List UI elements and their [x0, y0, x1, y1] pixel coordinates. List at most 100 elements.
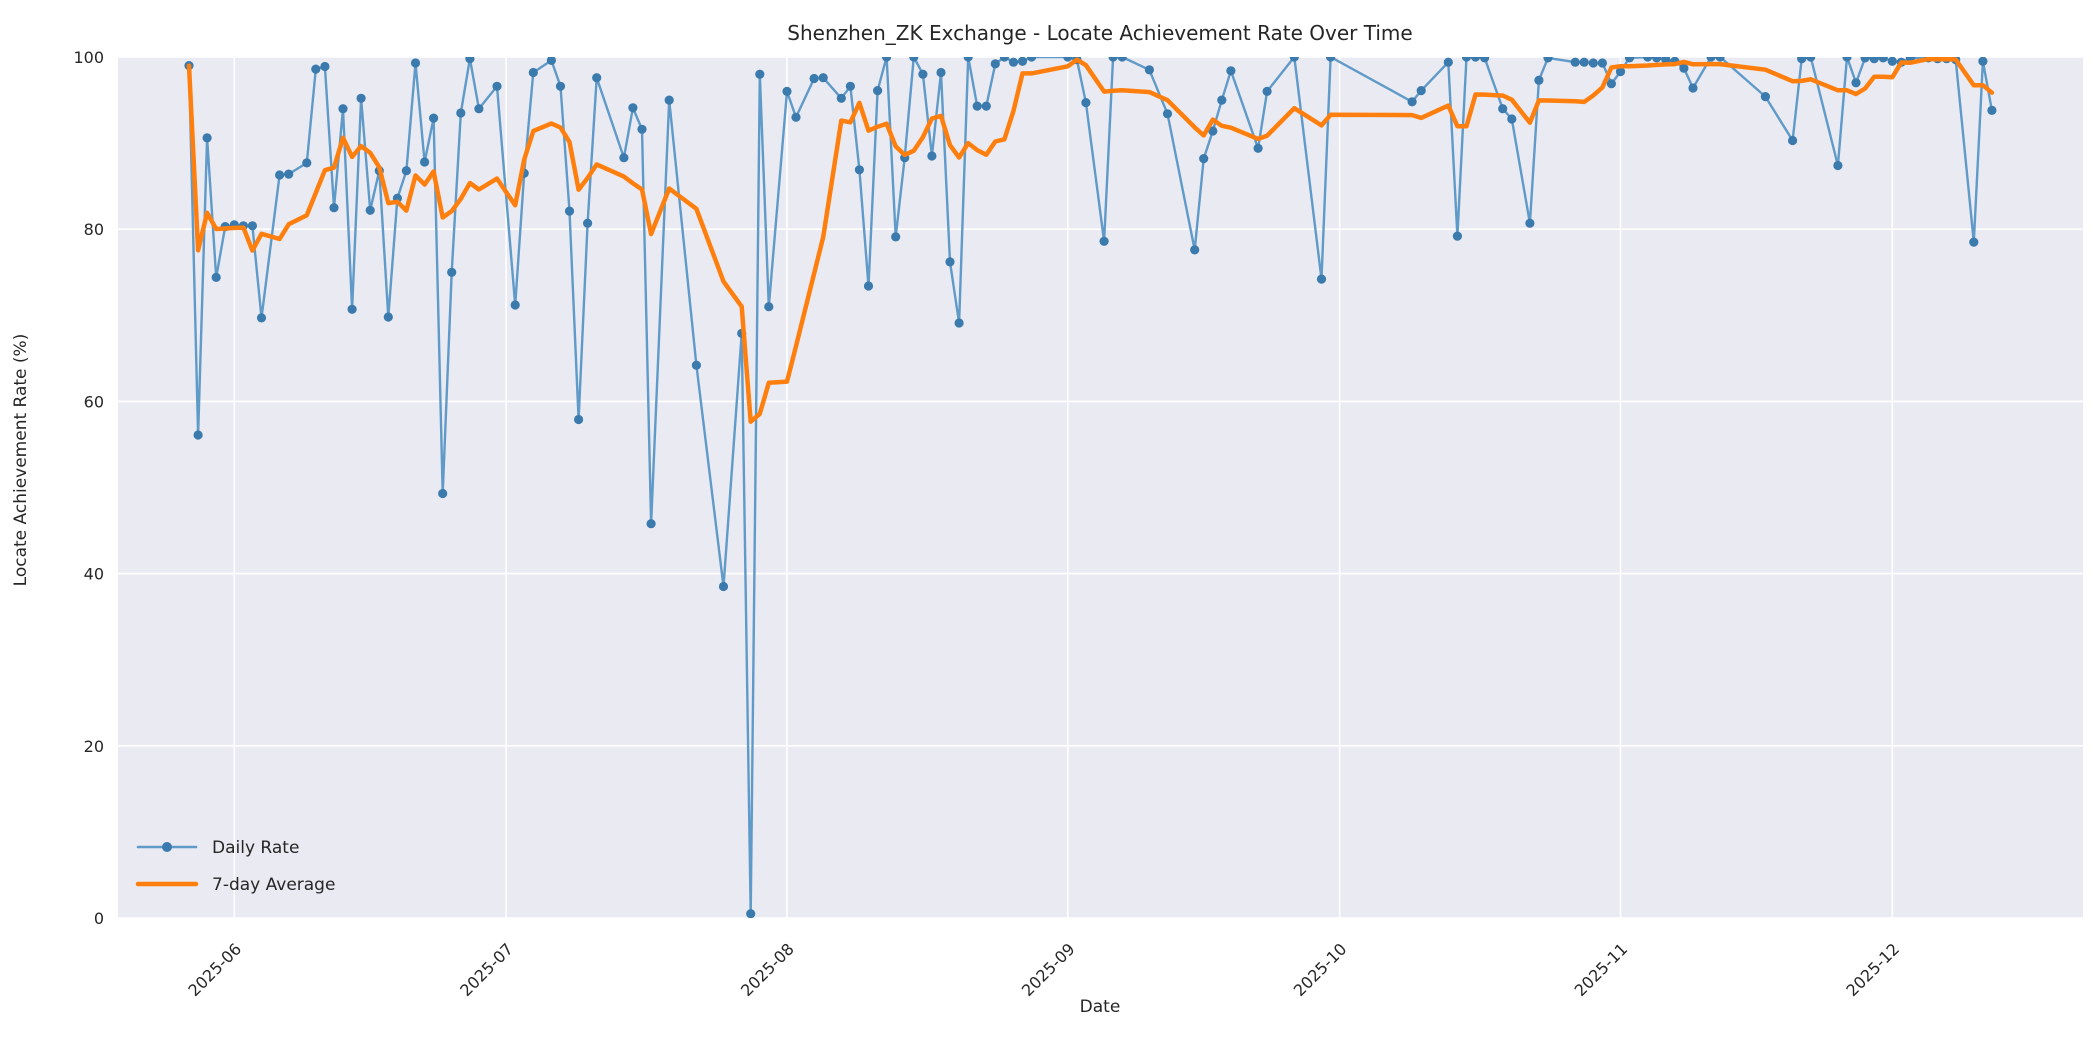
data-point-marker [1760, 92, 1770, 102]
data-point-marker [1869, 57, 1879, 64]
legend-marker-sample [162, 842, 172, 852]
data-point-marker [628, 103, 638, 113]
data-point-marker [365, 205, 375, 215]
data-point-marker [1443, 57, 1453, 67]
data-point-marker [990, 59, 1000, 69]
data-point-marker [936, 67, 946, 78]
legend-label: Daily Rate [212, 838, 299, 858]
data-point-marker [1162, 109, 1173, 119]
data-point-marker [1588, 58, 1598, 68]
data-point-marker [438, 488, 448, 499]
data-point-marker [528, 67, 538, 78]
x-tick-label: 2025-08 [737, 939, 798, 1000]
data-point-marker [1987, 105, 1997, 115]
data-point-marker [1452, 231, 1462, 241]
data-point-marker [1008, 57, 1019, 67]
data-point-marker [329, 203, 339, 213]
data-point-marker [1081, 98, 1091, 108]
data-point-marker [746, 909, 756, 918]
data-point-marker [1797, 57, 1807, 64]
data-point-marker [1208, 126, 1218, 136]
legend-label: 7-day Average [212, 875, 335, 895]
x-tick-label: 2025-12 [1842, 939, 1903, 1000]
data-point-marker [284, 169, 294, 179]
data-point-marker [954, 318, 964, 328]
data-point-marker [410, 58, 421, 68]
y-tick-label: 100 [73, 48, 104, 67]
daily-rate-markers [184, 57, 1997, 918]
data-point-marker [818, 73, 828, 83]
data-point-marker [1099, 236, 1109, 246]
data-point-marker [791, 112, 801, 122]
data-point-marker [1878, 57, 1888, 63]
x-tick-label: 2025-07 [456, 939, 517, 1000]
data-point-marker [664, 95, 674, 105]
chart-title: Shenzhen_ZK Exchange - Locate Achievemen… [787, 21, 1412, 45]
series-group [184, 57, 1997, 918]
data-point-marker [809, 73, 819, 84]
y-tick-label: 40 [84, 565, 104, 584]
data-point-marker [619, 153, 629, 163]
data-point-marker [963, 57, 973, 62]
data-point-marker [492, 81, 502, 91]
data-point-marker [1217, 95, 1227, 105]
y-tick-label: 0 [94, 909, 104, 928]
data-point-marker [1688, 83, 1698, 93]
data-point-marker [401, 166, 411, 176]
data-point-marker [302, 158, 312, 168]
data-point-marker [202, 133, 212, 143]
data-point-marker [863, 281, 874, 291]
data-point-marker [927, 151, 937, 161]
data-point-marker [583, 218, 593, 228]
data-point-marker [1017, 57, 1028, 66]
data-point-marker [1679, 63, 1689, 73]
data-point-marker [1969, 237, 1979, 247]
y-axis-label: Locate Achievement Rate (%) [11, 334, 31, 587]
data-point-marker [1978, 57, 1988, 66]
data-point-marker [1579, 57, 1589, 67]
data-point-marker [1525, 218, 1535, 228]
data-point-marker [1887, 57, 1897, 66]
data-point-marker [247, 221, 257, 231]
data-point-marker [999, 57, 1009, 62]
data-point-marker [1706, 57, 1716, 62]
data-point-marker [1108, 57, 1118, 62]
data-point-marker [1416, 86, 1426, 96]
data-point-marker [1652, 57, 1662, 63]
data-point-marker [637, 124, 647, 134]
data-point-marker [429, 113, 439, 123]
x-tick-label: 2025-09 [1018, 939, 1079, 1000]
data-point-marker [718, 581, 729, 592]
data-point-marker [1316, 274, 1327, 284]
data-point-marker [193, 430, 203, 440]
legend-item: Daily Rate [136, 838, 299, 858]
x-tick-label: 2025-11 [1571, 939, 1632, 1000]
data-point-marker [755, 69, 765, 79]
data-point-marker [1851, 78, 1861, 88]
data-point-marker [782, 86, 792, 96]
data-point-marker [1842, 57, 1852, 62]
data-point-marker [1480, 57, 1490, 63]
data-point-marker [320, 61, 330, 72]
data-point-marker [1407, 97, 1417, 107]
data-point-marker [1253, 143, 1263, 153]
data-point-marker [574, 414, 584, 425]
data-point-marker [211, 272, 221, 282]
data-point-marker [465, 57, 475, 64]
data-point-marker [347, 304, 357, 314]
x-axis-label: Date [1080, 997, 1121, 1017]
data-point-marker [836, 93, 846, 103]
data-point-marker [256, 313, 267, 323]
data-point-marker [555, 81, 566, 91]
data-point-marker [1507, 114, 1517, 124]
data-point-marker [356, 93, 366, 103]
data-point-marker [1190, 245, 1200, 255]
data-point-marker [456, 108, 466, 118]
data-point-marker [945, 257, 955, 267]
x-tick-label: 2025-06 [184, 939, 245, 1000]
data-point-marker [546, 57, 556, 65]
data-point-marker [764, 302, 774, 312]
data-point-marker [1643, 57, 1653, 62]
data-point-marker [383, 312, 393, 322]
